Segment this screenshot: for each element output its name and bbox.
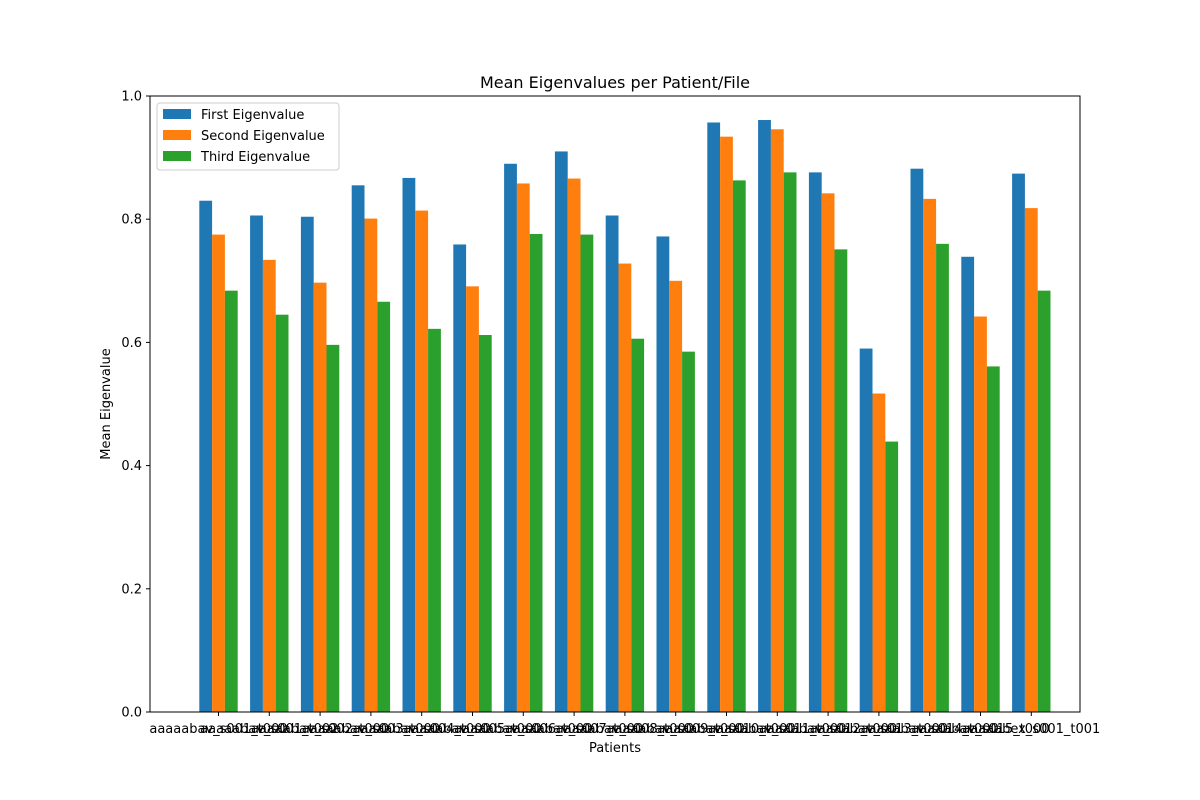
legend-label-third: Third Eigenvalue xyxy=(200,150,310,165)
bar-series2-15 xyxy=(923,198,937,712)
bar-series2-10 xyxy=(669,280,683,712)
bar-series2-17 xyxy=(1024,208,1038,713)
bar-series1-8 xyxy=(554,151,568,712)
bar-series1-1 xyxy=(199,200,213,712)
bar-series2-14 xyxy=(872,393,886,712)
bar-series1-5 xyxy=(402,177,416,712)
bars-group xyxy=(199,120,1051,713)
bar-series1-9 xyxy=(605,215,619,712)
bar-series3-8 xyxy=(580,234,594,712)
x-tick-label-7: aaaaabav_s006_t000 xyxy=(454,722,592,737)
bar-series1-15 xyxy=(910,168,924,712)
bar-series3-14 xyxy=(885,441,899,712)
bar-series2-9 xyxy=(618,263,632,712)
x-tick-label-10: aaaaabav_s009_t000 xyxy=(607,722,745,737)
x-axis-label: Patients xyxy=(589,741,641,756)
bar-series1-10 xyxy=(656,236,670,712)
bar-series1-13 xyxy=(808,172,822,712)
x-tick-label-8: aaaaabav_s007_t000 xyxy=(505,722,643,737)
x-tick-label-16: aaaaabav_s015_t000 xyxy=(911,722,1049,737)
bar-series3-4 xyxy=(377,301,391,712)
x-tick-label-17: aaaaabex_s001_t001 xyxy=(962,722,1100,737)
bar-series1-7 xyxy=(504,163,517,712)
bar-series2-6 xyxy=(466,286,479,712)
bar-series3-12 xyxy=(783,172,797,712)
bar-series2-4 xyxy=(364,218,378,712)
y-tick-label-2: 0.2 xyxy=(121,582,142,597)
x-tick-label-4: aaaaabav_s003_t000 xyxy=(302,722,440,737)
y-tick-label-6: 1.0 xyxy=(121,90,142,105)
bar-series2-1 xyxy=(212,234,225,712)
x-tick-label-6: aaaaabav_s005_t000 xyxy=(403,722,541,737)
y-tick-label-1: 0.0 xyxy=(121,706,142,721)
bar-series3-3 xyxy=(326,344,340,712)
bar-series3-1 xyxy=(224,290,238,712)
bar-series2-5 xyxy=(415,210,429,712)
bar-series1-17 xyxy=(1012,173,1025,712)
bar-series1-14 xyxy=(859,348,873,712)
x-tick-label-14: aaaaabav_s013_t000 xyxy=(810,722,948,737)
x-tick-label-13: aaaaabav_s012_t000 xyxy=(759,722,897,737)
y-tick-label-3: 0.4 xyxy=(121,459,142,474)
x-tick-label-1: aaaaabav_s001_t000 xyxy=(149,722,287,737)
x-tick-label-2: aaaaabav_s001_t002 xyxy=(200,722,338,737)
bar-series1-6 xyxy=(453,244,467,712)
x-tick-label-9: aaaaabav_s008_t000 xyxy=(556,722,694,737)
bar-series1-4 xyxy=(351,185,365,712)
bar-series2-3 xyxy=(313,282,327,712)
y-ticks-group: 0.0 0.2 0.4 0.6 0.8 1.0 xyxy=(121,90,150,721)
legend-swatch-second xyxy=(163,130,191,140)
x-tick-label-11: aaaaabav_s010_t000 xyxy=(657,722,795,737)
bar-series2-2 xyxy=(262,259,276,712)
bar-series2-8 xyxy=(567,178,581,713)
legend-box xyxy=(156,102,340,171)
bar-series1-11 xyxy=(707,122,721,713)
bar-series3-2 xyxy=(275,314,289,712)
bar-series3-6 xyxy=(478,335,492,712)
bar-series3-17 xyxy=(1037,290,1051,712)
bar-series1-12 xyxy=(758,120,771,712)
plot-frame xyxy=(149,95,1081,713)
legend-label-first: First Eigenvalue xyxy=(201,108,304,123)
bar-series1-16 xyxy=(961,256,975,712)
bar-series3-15 xyxy=(936,243,949,712)
x-tick-label-3: aaaaabav_s002_t000 xyxy=(251,722,389,737)
bar-series2-16 xyxy=(974,316,987,712)
x-tick-label-15: aaaaabav_s014_t000 xyxy=(861,722,999,737)
bar-series3-13 xyxy=(834,249,848,712)
bar-series2-11 xyxy=(720,136,733,712)
bar-series2-7 xyxy=(516,183,530,713)
bar-series3-16 xyxy=(986,366,1000,712)
legend: First Eigenvalue Second Eigenvalue Third… xyxy=(156,102,340,171)
legend-swatch-first xyxy=(163,109,191,119)
chart-title: Mean Eigenvalues per Patient/File xyxy=(480,73,750,92)
legend-label-second: Second Eigenvalue xyxy=(201,129,325,144)
x-tick-label-12: aaaaabav_s011_t000 xyxy=(708,722,846,737)
bar-series1-3 xyxy=(300,216,314,713)
bar-series3-9 xyxy=(631,338,645,712)
x-tick-label-5: aaaaabav_s004_t000 xyxy=(353,722,491,737)
bar-series2-12 xyxy=(770,129,784,712)
bar-series3-7 xyxy=(529,233,543,713)
y-tick-label-5: 0.8 xyxy=(121,213,142,228)
bar-series3-5 xyxy=(428,328,441,712)
bar-series2-13 xyxy=(821,193,835,712)
legend-swatch-third xyxy=(163,151,191,161)
bar-series1-2 xyxy=(250,215,263,712)
y-tick-label-4: 0.6 xyxy=(121,336,142,351)
x-ticks-group: aaaaabav_s001_t000aaaaabav_s001_t002aaaa… xyxy=(149,712,1100,737)
bar-series3-11 xyxy=(732,180,746,712)
y-axis-label: Mean Eigenvalue xyxy=(99,348,114,459)
bar-series3-10 xyxy=(682,351,695,712)
